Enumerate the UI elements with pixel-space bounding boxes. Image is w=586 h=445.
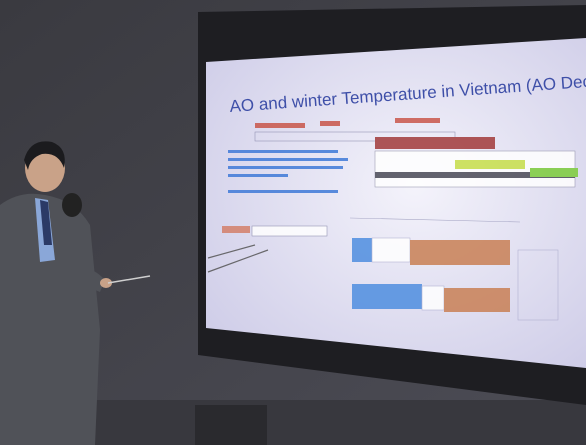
photo: AO and winter Temperature in Vietnam (AO…: [0, 0, 586, 445]
speaker: [195, 405, 267, 445]
